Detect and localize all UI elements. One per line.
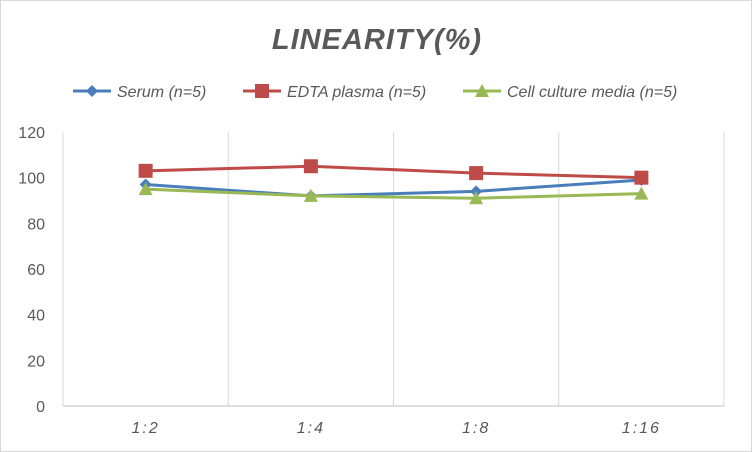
legend-label: EDTA plasma (n=5) xyxy=(287,84,426,101)
x-tick-label: 1:2 xyxy=(132,420,160,437)
data-point xyxy=(303,188,318,202)
legend-marker xyxy=(475,84,489,97)
y-tick-label: 0 xyxy=(36,399,45,416)
legend: Serum (n=5) EDTA plasma (n=5) Cell culture… xyxy=(73,84,677,101)
data-point xyxy=(138,163,153,178)
y-tick-label: 40 xyxy=(27,308,45,325)
series-line xyxy=(145,164,642,180)
legend-label: Serum (n=5) xyxy=(117,84,206,101)
series-1 xyxy=(138,159,649,185)
y-tick-label: 20 xyxy=(27,353,45,370)
legend-label: Cell culture media (n=5) xyxy=(507,84,677,101)
legend-marker xyxy=(86,85,98,97)
data-point xyxy=(469,166,484,181)
series-2 xyxy=(138,182,649,205)
data-point xyxy=(303,159,318,174)
chart-title: LINEARITY(%) xyxy=(272,24,482,56)
x-tick-label: 1:16 xyxy=(622,420,661,437)
series-line xyxy=(145,187,642,200)
x-tick-label: 1:8 xyxy=(462,420,490,437)
grid xyxy=(62,132,725,406)
x-axis: 1:2 1:4 1:8 1:16 xyxy=(63,405,724,437)
data-point xyxy=(469,191,484,205)
data-point xyxy=(634,170,649,185)
y-tick-label: 60 xyxy=(27,262,45,279)
series-line xyxy=(145,178,642,198)
y-tick-label: 100 xyxy=(18,171,45,188)
y-tick-label: 80 xyxy=(27,216,45,233)
legend-marker xyxy=(255,84,269,98)
y-tick-label: 120 xyxy=(18,125,45,142)
data-point xyxy=(634,186,649,200)
y-axis: 0 20 40 60 80 100 120 xyxy=(18,125,45,416)
x-tick-label: 1:4 xyxy=(297,420,325,437)
series-group xyxy=(138,159,649,205)
data-point xyxy=(138,182,153,196)
